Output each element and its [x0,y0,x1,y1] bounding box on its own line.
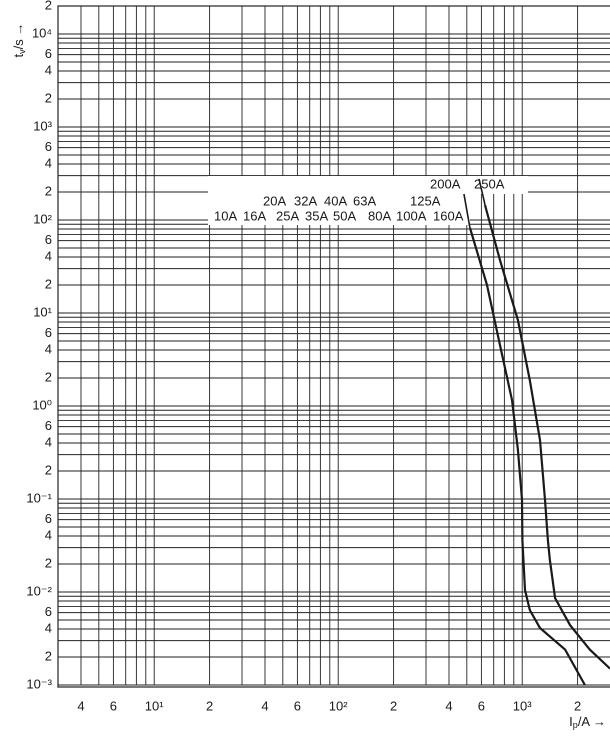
rating-label: 35A [305,208,328,223]
y-tick-label: 4 [45,620,52,635]
x-tick-label: 4 [77,698,84,713]
y-tick-label: 10¹ [33,304,52,319]
y-tick-label: 6 [45,46,52,61]
y-tick-label: 4 [45,434,52,449]
y-tick-label: 4 [45,62,52,77]
rating-label: 10A [214,208,237,223]
rating-label: 40A [324,193,347,208]
y-tick-label: 10⁴ [32,25,52,40]
x-tick-label: 4 [261,698,268,713]
x-tick-label: 10¹ [145,698,164,713]
leader-line [463,193,471,229]
rating-label: 100A [396,208,427,223]
y-tick-label: 6 [45,139,52,154]
y-tick-label: 6 [45,232,52,247]
rating-label: 250A [474,176,505,191]
y-tick-label: 6 [45,511,52,526]
y-tick-label: 2 [45,462,52,477]
label-box [208,176,528,225]
y-tick-label: 4 [45,341,52,356]
x-tick-label: 6 [478,698,485,713]
leader-line [478,178,486,206]
y-tick-label: 10² [33,211,52,226]
y-tick-label: 2 [45,555,52,570]
rating-label: 200A [430,176,461,191]
y-tick-label: 10⁰ [32,397,52,412]
x-tick-label: 10² [329,698,348,713]
rating-label: 25A [276,208,299,223]
y-tick-label: 10⁻¹ [26,490,52,505]
y-tick-label: 2 [45,369,52,384]
rating-label: 20A [263,193,286,208]
y-tick-label: 2 [45,0,52,12]
rating-label: 16A [243,208,266,223]
y-tick-label: 6 [45,418,52,433]
y-tick-label: 4 [45,248,52,263]
rating-label: 80A [368,208,391,223]
y-tick-label: 10³ [33,118,52,133]
rating-label: 125A [410,193,441,208]
rating-label: 32A [294,193,317,208]
y-tick-label: 4 [45,527,52,542]
x-tick-label: 2 [574,698,581,713]
x-tick-label: 6 [294,698,301,713]
y-tick-label: 2 [45,648,52,663]
x-tick-label: 2 [206,698,213,713]
y-tick-label: 10⁻² [26,583,52,598]
y-tick-label: 10⁻³ [26,676,52,691]
x-tick-label: 6 [110,698,117,713]
curve [468,227,586,686]
y-tick-label: 6 [45,325,52,340]
plot-frame [57,5,610,688]
x-tick-label: 2 [390,698,397,713]
x-axis-label: Ip/A → [569,714,606,730]
y-tick-label: 2 [45,90,52,105]
rating-label: 50A [333,208,356,223]
y-tick-label: 4 [45,155,52,170]
y-tick-label: 6 [45,604,52,619]
y-tick-label: 2 [45,183,52,198]
x-tick-label: 10³ [513,698,532,713]
curve [483,204,610,670]
y-axis-label: tv/s → [11,23,27,58]
rating-label: 160A [433,208,464,223]
y-tick-label: 2 [45,276,52,291]
rating-label: 63A [353,193,376,208]
x-tick-label: 4 [445,698,452,713]
